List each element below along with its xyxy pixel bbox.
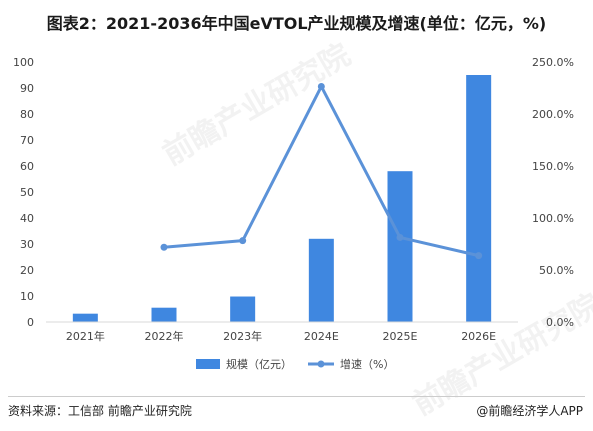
right-tick-label: 50.0%: [539, 264, 574, 277]
x-tick-label: 2022年: [145, 329, 184, 343]
x-axis-labels: 2021年 2022年 2023年 2024E 2025E 2026E: [66, 329, 496, 343]
right-tick-label: 100.0%: [532, 212, 574, 225]
x-tick-label: 2026E: [461, 330, 496, 343]
bar: [151, 307, 177, 322]
bar-series: [72, 75, 492, 322]
right-tick-label: 250.0%: [532, 56, 574, 69]
growth-line: [163, 84, 480, 258]
right-axis-ticks: 0.0% 50.0% 100.0% 150.0% 200.0% 250.0%: [532, 56, 574, 329]
left-tick-label: 30: [20, 238, 34, 251]
right-tick-label: 200.0%: [532, 108, 574, 121]
left-tick-label: 90: [20, 82, 34, 95]
growth-point: [396, 233, 404, 241]
x-tick-label: 2023年: [223, 329, 262, 343]
legend-bar-swatch: [196, 359, 220, 369]
line-series: [160, 82, 483, 260]
bar: [308, 238, 334, 322]
left-tick-label: 80: [20, 108, 34, 121]
left-tick-label: 60: [20, 160, 34, 173]
left-tick-label: 50: [20, 186, 34, 199]
left-tick-label: 100: [13, 56, 34, 69]
left-axis-ticks: 0 10 20 30 40 50 60 70 80 90 100: [13, 56, 34, 329]
chart-svg: 0 10 20 30 40 50 60 70 80 90 100 0.0% 50.0% 100.0% 15…: [13, 56, 574, 371]
left-tick-label: 40: [20, 212, 34, 225]
chart-title: 图表2：2021-2036年中国eVTOL产业规模及增速(单位：亿元，%): [46, 14, 547, 33]
growth-point: [317, 82, 325, 90]
bar: [72, 313, 98, 322]
bar: [387, 171, 413, 322]
growth-point: [475, 252, 483, 260]
right-tick-label: 150.0%: [532, 160, 574, 173]
brand-credit: @前瞻经济学人APP: [476, 404, 583, 418]
left-tick-label: 0: [27, 316, 34, 329]
growth-point: [160, 243, 168, 251]
left-tick-label: 70: [20, 134, 34, 147]
x-tick-label: 2024E: [304, 330, 339, 343]
bar: [230, 296, 256, 322]
right-tick-label: 0.0%: [546, 316, 574, 329]
legend-line-marker: [317, 360, 325, 368]
left-tick-label: 10: [20, 290, 34, 303]
legend-bar-label: 规模（亿元）: [226, 357, 292, 371]
left-tick-label: 20: [20, 264, 34, 277]
footer-divider: [8, 396, 585, 397]
growth-point: [239, 237, 247, 245]
x-tick-label: 2021年: [66, 329, 105, 343]
legend: 规模（亿元） 增速（%）: [196, 357, 394, 371]
bar: [466, 75, 492, 322]
source-note: 资料来源：工信部 前瞻产业研究院: [8, 404, 192, 418]
legend-line-label: 增速（%）: [340, 357, 394, 371]
x-tick-label: 2025E: [383, 330, 418, 343]
